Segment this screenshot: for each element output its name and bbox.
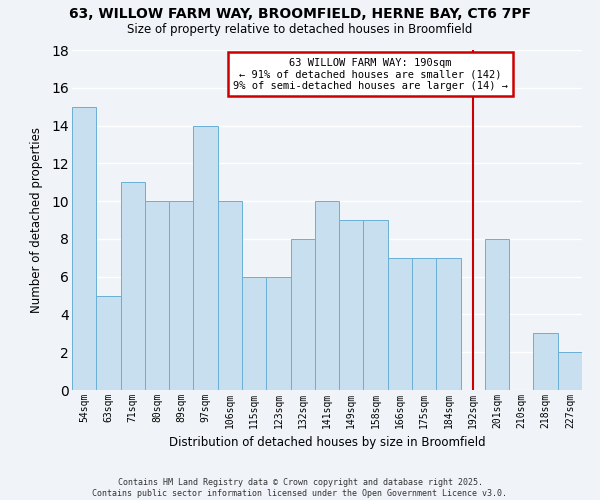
Bar bbox=[96, 296, 121, 390]
Bar bbox=[388, 258, 412, 390]
Bar bbox=[290, 239, 315, 390]
Bar bbox=[436, 258, 461, 390]
Bar bbox=[169, 201, 193, 390]
Bar bbox=[72, 106, 96, 390]
Bar bbox=[218, 201, 242, 390]
Y-axis label: Number of detached properties: Number of detached properties bbox=[30, 127, 43, 313]
Text: Contains HM Land Registry data © Crown copyright and database right 2025.
Contai: Contains HM Land Registry data © Crown c… bbox=[92, 478, 508, 498]
Text: 63 WILLOW FARM WAY: 190sqm
← 91% of detached houses are smaller (142)
9% of semi: 63 WILLOW FARM WAY: 190sqm ← 91% of deta… bbox=[233, 58, 508, 91]
Bar bbox=[121, 182, 145, 390]
Text: Size of property relative to detached houses in Broomfield: Size of property relative to detached ho… bbox=[127, 22, 473, 36]
Text: 63, WILLOW FARM WAY, BROOMFIELD, HERNE BAY, CT6 7PF: 63, WILLOW FARM WAY, BROOMFIELD, HERNE B… bbox=[69, 8, 531, 22]
Bar bbox=[533, 334, 558, 390]
Bar bbox=[145, 201, 169, 390]
Bar bbox=[364, 220, 388, 390]
Bar bbox=[266, 276, 290, 390]
Bar bbox=[485, 239, 509, 390]
Bar bbox=[315, 201, 339, 390]
X-axis label: Distribution of detached houses by size in Broomfield: Distribution of detached houses by size … bbox=[169, 436, 485, 450]
Bar bbox=[412, 258, 436, 390]
Bar bbox=[193, 126, 218, 390]
Bar bbox=[339, 220, 364, 390]
Bar bbox=[242, 276, 266, 390]
Bar bbox=[558, 352, 582, 390]
